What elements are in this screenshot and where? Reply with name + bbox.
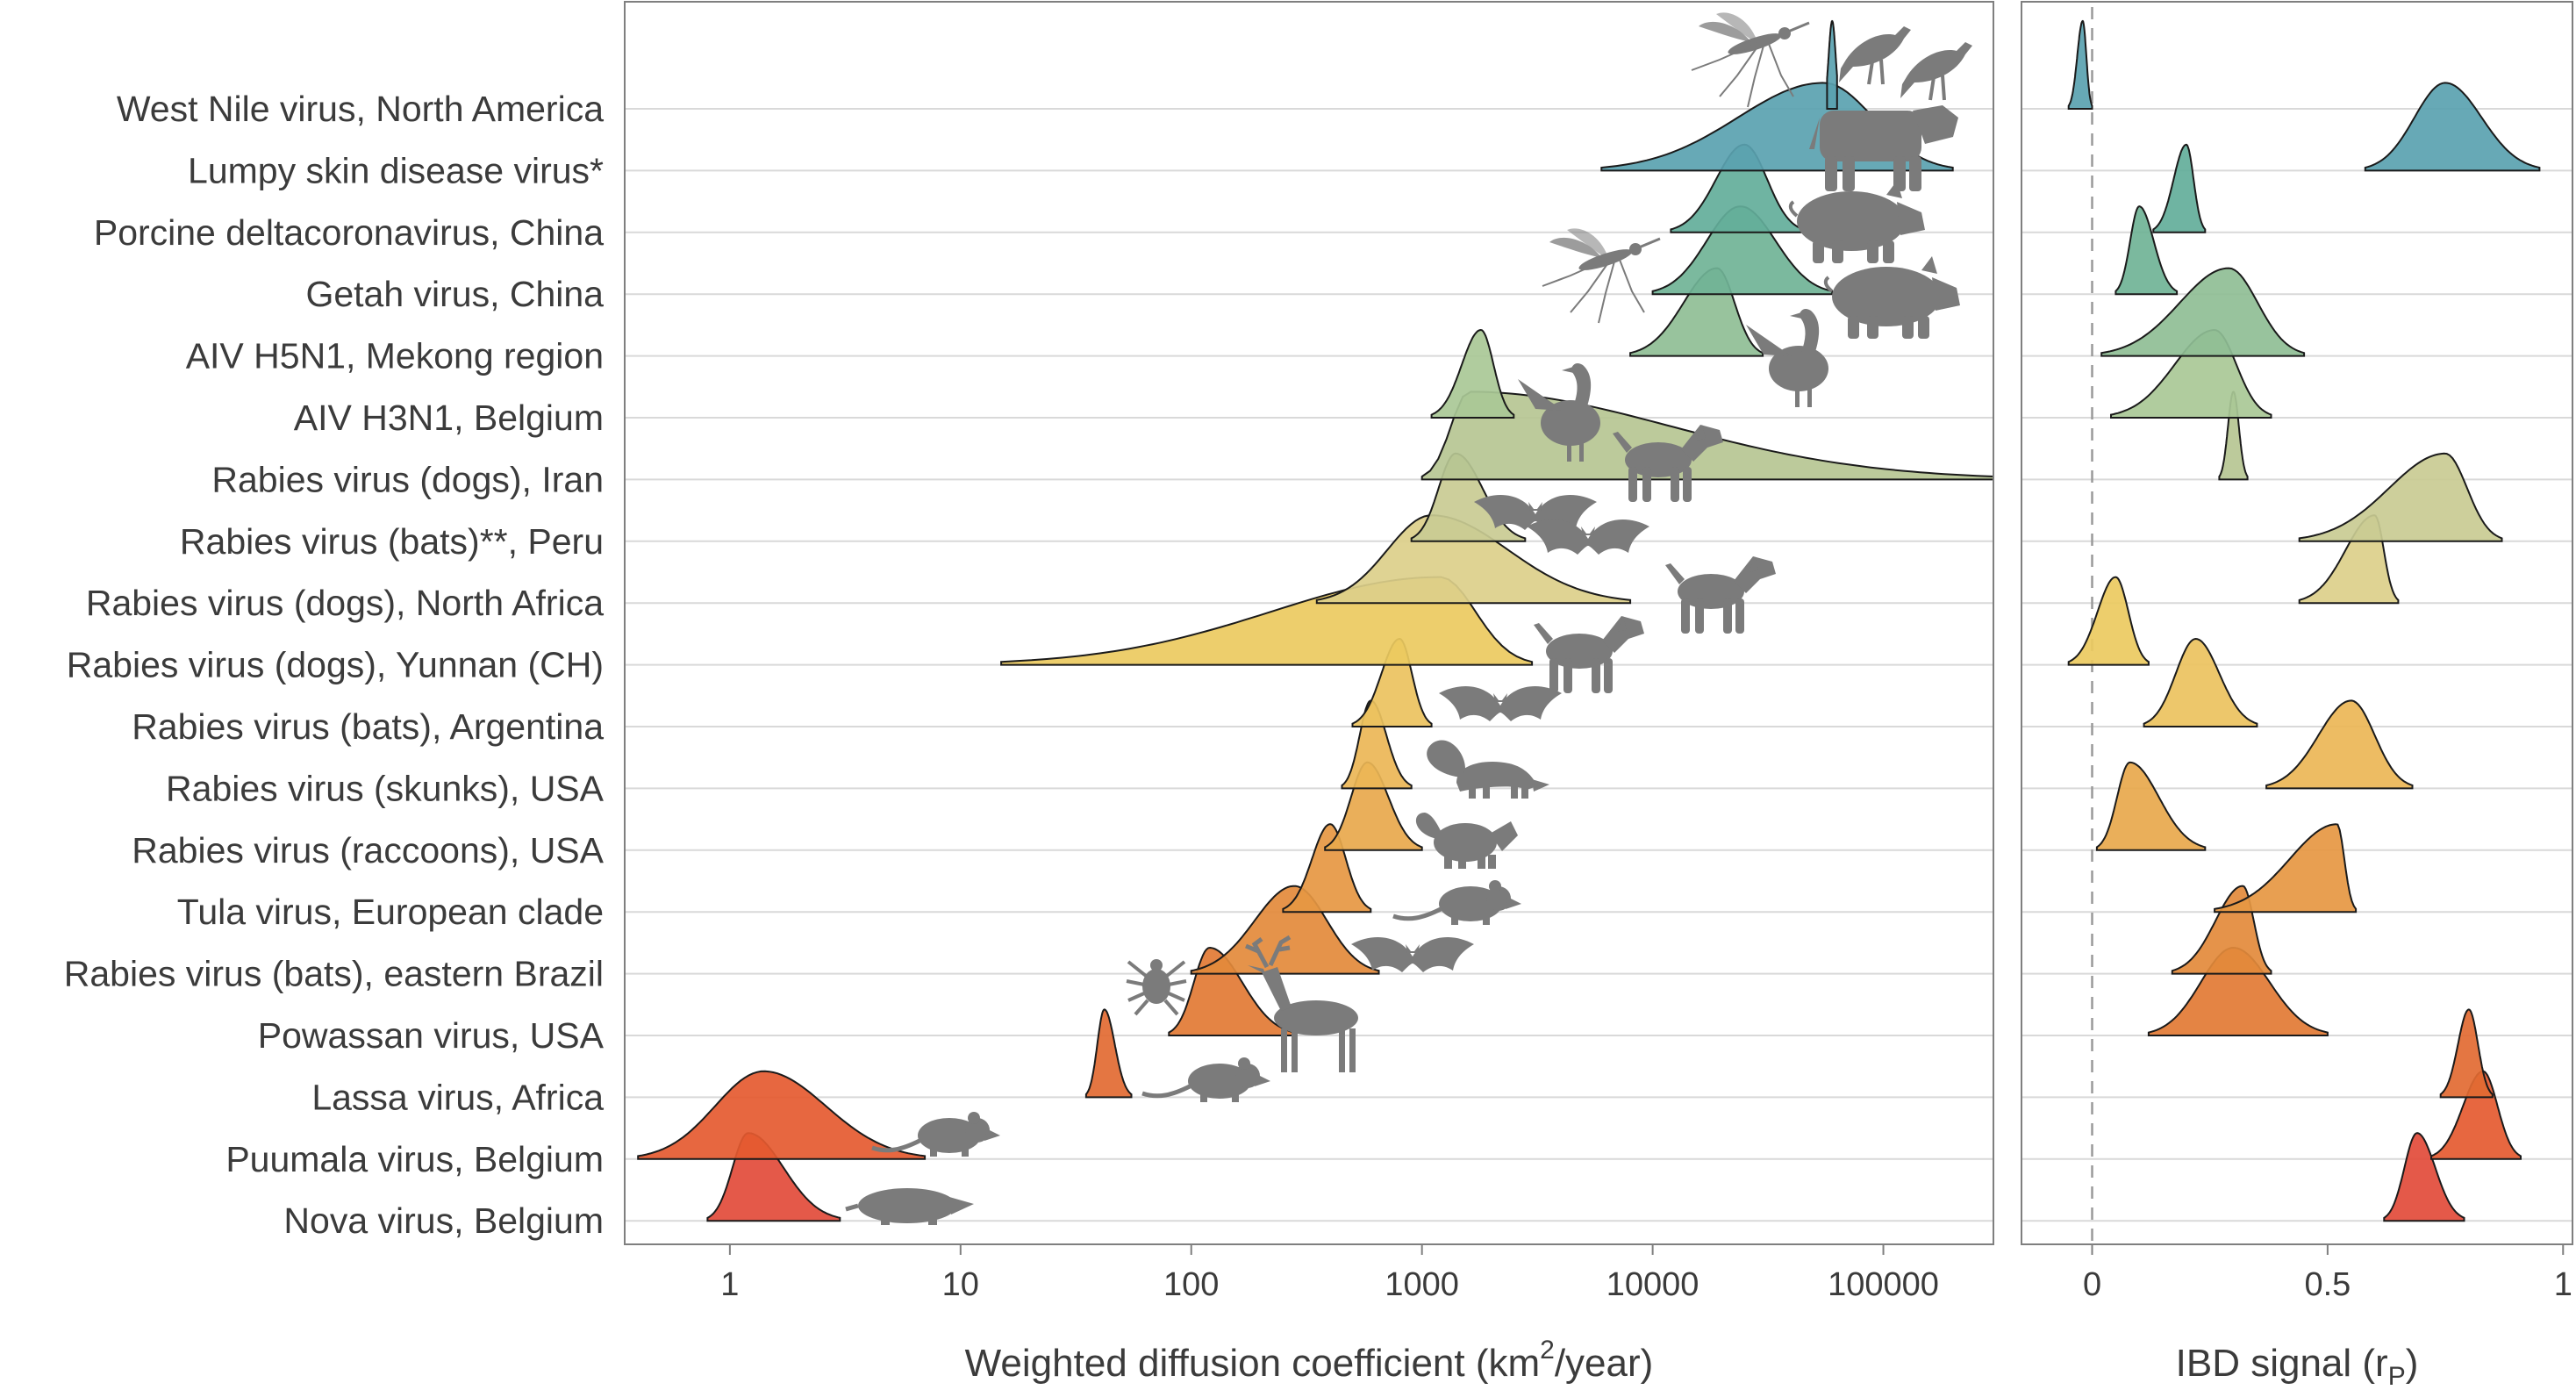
x-tick-label: 1000 (1385, 1266, 1459, 1303)
row-label: Rabies virus (raccoons), USA (132, 830, 604, 871)
row-label: Rabies virus (dogs), Iran (211, 459, 604, 499)
ibd-ridge (2439, 1008, 2494, 1099)
right-x-axis: 0 0.5 1 (2083, 1244, 2572, 1303)
diffusion-ridge (1826, 19, 1838, 110)
row-label: Rabies virus (bats), Argentina (132, 706, 604, 747)
ibd-ridge (2265, 699, 2414, 790)
left-x-axis: 1 10 100 1000 10000 100000 (720, 1244, 1939, 1303)
ibd-ridge (2364, 82, 2541, 172)
row-label: Rabies virus (bats), eastern Brazil (64, 954, 604, 994)
right-panel-density-ridges (2067, 19, 2541, 1222)
diffusion-ridge (1084, 1008, 1133, 1099)
x-tick-label: 1 (2554, 1266, 2572, 1303)
row-label: Rabies virus (dogs), Yunnan (CH) (67, 645, 604, 685)
row-label: Tula virus, European clade (177, 892, 604, 932)
row-labels: West Nile virus, North America Lumpy skin… (64, 89, 605, 1241)
ibd-ridge (2114, 205, 2179, 296)
row-label: Getah virus, China (305, 274, 604, 314)
ibd-ridge (2214, 823, 2358, 914)
left-x-axis-title: Weighted diffusion coefficient (km2/year… (965, 1336, 1654, 1385)
row-label: Rabies virus (bats)**, Peru (180, 521, 604, 562)
x-tick-label: 10000 (1606, 1266, 1699, 1303)
x-tick-label: 0 (2083, 1266, 2101, 1303)
row-label: Rabies virus (skunks), USA (166, 768, 605, 808)
x-tick-label: 100 (1163, 1266, 1219, 1303)
row-label: Rabies virus (dogs), North Africa (86, 583, 604, 623)
x-tick-label: 100000 (1828, 1266, 1939, 1303)
ibd-ridge (2100, 267, 2306, 357)
ibd-ridge (2067, 19, 2093, 110)
left-panel-frame (624, 1, 1994, 1245)
x-tick-label: 1 (720, 1266, 739, 1303)
right-x-axis-title: IBD signal (rP) (2176, 1342, 2419, 1390)
row-label: Lumpy skin disease virus* (188, 150, 604, 190)
right-panel-frame (2021, 1, 2573, 1245)
diffusion-ridge (1282, 823, 1372, 914)
row-label: Puumala virus, Belgium (225, 1139, 604, 1179)
x-tick-label: 10 (942, 1266, 979, 1303)
ibd-ridge (2143, 637, 2258, 727)
ibd-ridge (2067, 576, 2150, 666)
row-label: Lassa virus, Africa (311, 1077, 604, 1117)
ibd-ridge (2095, 761, 2207, 851)
ibd-ridge (2298, 452, 2503, 542)
x-tick-label: 0.5 (2304, 1266, 2351, 1303)
row-label: AIV H3N1, Belgium (294, 398, 604, 438)
row-label: Porcine deltacoronavirus, China (94, 212, 604, 253)
row-label: West Nile virus, North America (117, 89, 604, 129)
diffusion-ridge (1190, 885, 1380, 975)
diffusion-ridge (1430, 328, 1515, 419)
diffusion-ridge (637, 1070, 927, 1160)
row-label: Nova virus, Belgium (283, 1200, 604, 1241)
row-label: Powassan virus, USA (258, 1015, 605, 1056)
ibd-ridge (2383, 1132, 2465, 1222)
row-label: AIV H5N1, Mekong region (186, 336, 604, 376)
ibd-ridge (2152, 143, 2207, 233)
